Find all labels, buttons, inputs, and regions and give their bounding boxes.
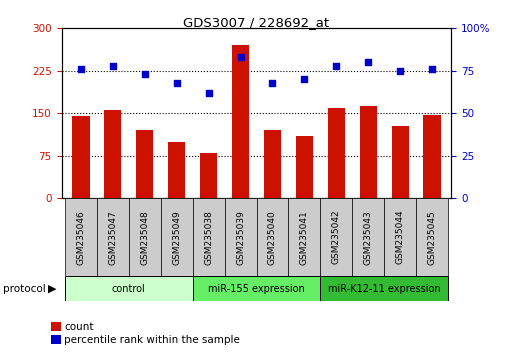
Bar <box>416 198 448 276</box>
Text: protocol: protocol <box>3 284 45 293</box>
Text: GSM235042: GSM235042 <box>332 210 341 264</box>
Bar <box>104 110 122 198</box>
Bar <box>200 153 218 198</box>
Point <box>364 59 372 65</box>
Text: GSM235041: GSM235041 <box>300 210 309 264</box>
Bar <box>288 198 321 276</box>
Text: ▶: ▶ <box>48 284 56 293</box>
Point <box>396 68 404 74</box>
Bar <box>384 198 416 276</box>
Bar <box>192 198 225 276</box>
Bar <box>72 116 90 198</box>
Text: GSM235045: GSM235045 <box>428 210 437 264</box>
Bar <box>256 198 288 276</box>
Bar <box>129 198 161 276</box>
Bar <box>161 198 192 276</box>
Text: GSM235049: GSM235049 <box>172 210 181 264</box>
Bar <box>65 276 192 301</box>
Point <box>268 80 277 86</box>
Point <box>428 66 437 72</box>
Text: percentile rank within the sample: percentile rank within the sample <box>64 335 240 345</box>
Text: GSM235038: GSM235038 <box>204 210 213 265</box>
Bar <box>232 45 249 198</box>
Point <box>76 66 85 72</box>
Bar <box>321 276 448 301</box>
Point <box>172 80 181 86</box>
Text: control: control <box>112 284 146 293</box>
Text: miR-K12-11 expression: miR-K12-11 expression <box>328 284 441 293</box>
Text: GSM235047: GSM235047 <box>108 210 117 264</box>
Text: count: count <box>64 322 94 332</box>
Bar <box>97 198 129 276</box>
Text: GSM235048: GSM235048 <box>140 210 149 264</box>
Bar <box>65 198 97 276</box>
Bar <box>264 130 281 198</box>
Bar <box>391 126 409 198</box>
Point <box>332 63 341 69</box>
Text: GDS3007 / 228692_at: GDS3007 / 228692_at <box>184 16 329 29</box>
Text: GSM235046: GSM235046 <box>76 210 85 264</box>
Point <box>205 90 213 96</box>
Bar <box>225 198 256 276</box>
Point <box>109 63 117 69</box>
Bar <box>352 198 384 276</box>
Bar <box>192 276 321 301</box>
Bar <box>321 198 352 276</box>
Bar <box>360 106 377 198</box>
Point <box>141 72 149 77</box>
Text: GSM235043: GSM235043 <box>364 210 373 264</box>
Text: GSM235040: GSM235040 <box>268 210 277 264</box>
Bar <box>295 136 313 198</box>
Point <box>300 76 308 82</box>
Bar <box>328 108 345 198</box>
Bar <box>168 142 185 198</box>
Text: GSM235044: GSM235044 <box>396 210 405 264</box>
Text: miR-155 expression: miR-155 expression <box>208 284 305 293</box>
Text: GSM235039: GSM235039 <box>236 210 245 265</box>
Bar <box>423 115 441 198</box>
Bar <box>136 130 153 198</box>
Point <box>236 55 245 60</box>
